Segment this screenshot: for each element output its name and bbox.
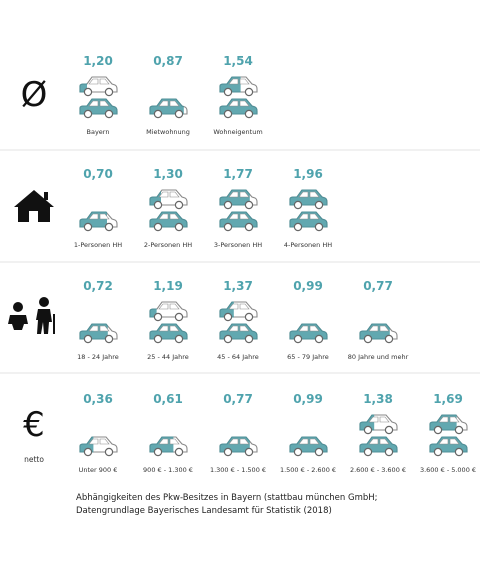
car-icon bbox=[219, 301, 258, 322]
category-label: 80 Jahre und mehr bbox=[348, 353, 409, 361]
category-label: 25 - 44 Jahre bbox=[147, 353, 189, 361]
people-icon bbox=[8, 297, 55, 334]
category-label: 3.600 € - 5.000 € bbox=[420, 466, 476, 474]
car-icon bbox=[149, 436, 188, 457]
category-label: 1-Personen HH bbox=[74, 241, 122, 249]
value-label: 0,77 bbox=[363, 279, 393, 293]
car-icon bbox=[149, 189, 188, 210]
value-label: 0,99 bbox=[293, 279, 323, 293]
category-label: 1.300 € - 1.500 € bbox=[210, 466, 266, 474]
category-label: Wohneigentum bbox=[213, 128, 262, 136]
car-icon bbox=[429, 414, 468, 435]
car-icon bbox=[149, 211, 188, 232]
value-label: 0,72 bbox=[83, 279, 113, 293]
car-icon bbox=[79, 76, 118, 97]
average-symbol: Ø bbox=[21, 75, 48, 115]
caption: Datengrundlage Bayerisches Landesamt für… bbox=[76, 506, 332, 516]
category-label: 3-Personen HH bbox=[214, 241, 262, 249]
value-label: 1,77 bbox=[223, 167, 253, 181]
car-icon bbox=[219, 211, 258, 232]
car-icon bbox=[219, 436, 258, 457]
car-icon bbox=[79, 436, 118, 457]
value-label: 1,96 bbox=[293, 167, 323, 181]
category-label: 900 € - 1.300 € bbox=[143, 466, 193, 474]
category-label: Unter 900 € bbox=[79, 466, 118, 474]
value-label: 1,54 bbox=[223, 54, 253, 68]
value-label: 0,70 bbox=[83, 167, 113, 181]
car-icon bbox=[219, 323, 258, 344]
euro-symbol: € bbox=[23, 405, 45, 445]
caption: Abhängigkeiten des Pkw-Besitzes in Bayer… bbox=[76, 493, 378, 503]
car-icon bbox=[289, 323, 328, 344]
car-icon bbox=[79, 323, 118, 344]
category-label: Mietwohnung bbox=[146, 128, 190, 136]
car-icon bbox=[219, 189, 258, 210]
car-icon bbox=[429, 436, 468, 457]
category-label: 18 - 24 Jahre bbox=[77, 353, 119, 361]
car-icon bbox=[289, 211, 328, 232]
category-label: 1.500 € - 2.600 € bbox=[280, 466, 336, 474]
house-icon bbox=[14, 190, 54, 222]
car-icon bbox=[289, 189, 328, 210]
category-label: 2-Personen HH bbox=[144, 241, 192, 249]
value-label: 0,61 bbox=[153, 392, 183, 406]
value-label: 1,19 bbox=[153, 279, 183, 293]
value-label: 1,20 bbox=[83, 54, 113, 68]
value-label: 1,38 bbox=[363, 392, 393, 406]
category-label: 45 - 64 Jahre bbox=[217, 353, 259, 361]
car-icon bbox=[219, 76, 258, 97]
value-label: 0,99 bbox=[293, 392, 323, 406]
netto-note: netto bbox=[24, 455, 44, 464]
car-icon bbox=[359, 414, 398, 435]
car-icon bbox=[79, 98, 118, 119]
value-label: 1,30 bbox=[153, 167, 183, 181]
car-icon bbox=[219, 98, 258, 119]
value-label: 0,87 bbox=[153, 54, 183, 68]
category-label: 2.600 € - 3.600 € bbox=[350, 466, 406, 474]
car-icon bbox=[79, 211, 118, 232]
car-icon bbox=[149, 98, 188, 119]
car-icon bbox=[359, 323, 398, 344]
value-label: 1,69 bbox=[433, 392, 463, 406]
value-label: 1,37 bbox=[223, 279, 253, 293]
category-label: 4-Personen HH bbox=[284, 241, 332, 249]
value-label: 0,77 bbox=[223, 392, 253, 406]
car-icon bbox=[149, 323, 188, 344]
category-label: 65 - 79 Jahre bbox=[287, 353, 329, 361]
value-label: 0,36 bbox=[83, 392, 113, 406]
car-icon bbox=[359, 436, 398, 457]
category-label: Bayern bbox=[87, 128, 110, 136]
car-icon bbox=[149, 301, 188, 322]
car-icon bbox=[289, 436, 328, 457]
